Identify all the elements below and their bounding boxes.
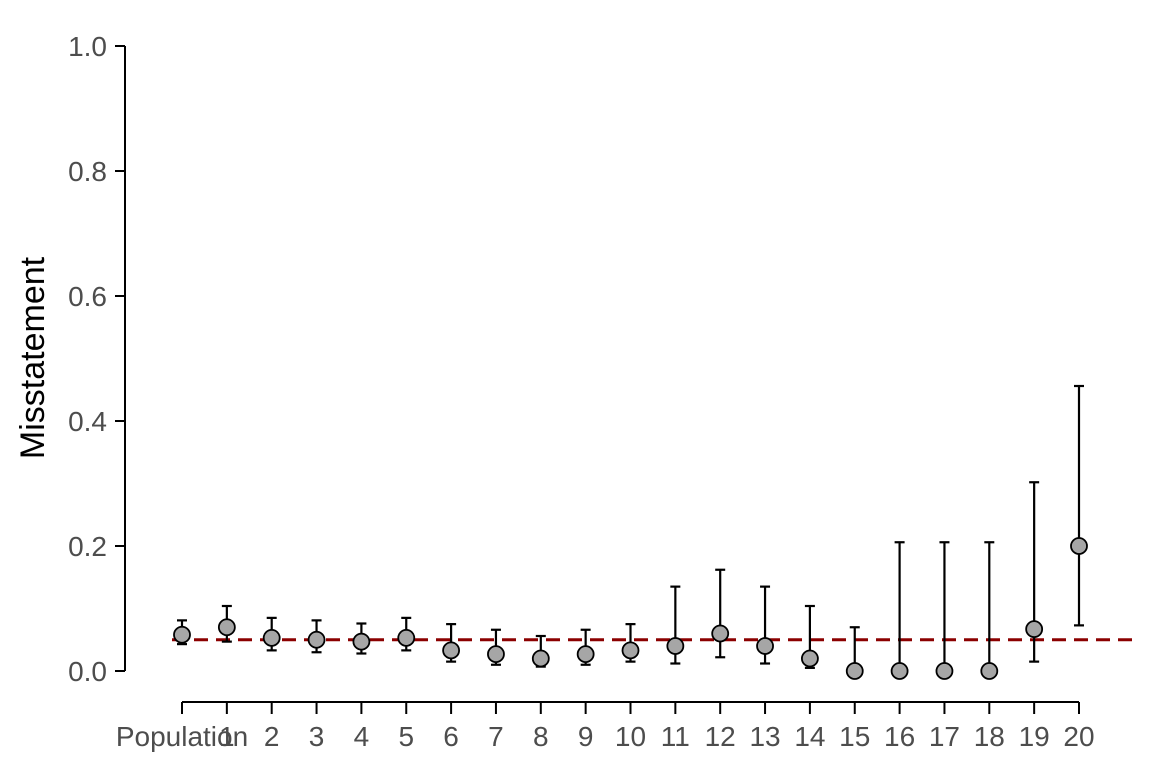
data-point (756, 637, 774, 655)
x-tick-label: 4 (354, 721, 370, 752)
x-tick-label: 17 (929, 721, 960, 752)
data-point (173, 625, 191, 644)
data-point (307, 630, 326, 649)
x-tick-label: 16 (884, 721, 915, 752)
error-bars (177, 384, 1084, 673)
y-tick-label: 0.4 (68, 406, 107, 437)
data-point (845, 662, 864, 680)
data-point (217, 618, 236, 637)
data-point (487, 645, 505, 664)
y-tick-label: 0.2 (68, 531, 107, 562)
data-point (621, 641, 640, 660)
y-axis: 0.0 0.2 0.4 0.6 0.8 1.0 (68, 31, 126, 687)
x-tick-label: 5 (398, 721, 414, 752)
x-tick-label: 2 (264, 721, 280, 752)
data-point (711, 624, 730, 643)
y-axis-title: Misstatement (14, 256, 52, 459)
x-tick-label: 8 (533, 721, 549, 752)
x-tick-label: 15 (839, 721, 870, 752)
y-tick-label: 0.0 (68, 656, 107, 687)
x-tick-label: 1 (219, 721, 235, 752)
x-tick-label: 11 (661, 721, 690, 752)
x-tick-label: 12 (705, 721, 736, 752)
data-point (666, 637, 685, 655)
x-tick-label: 14 (794, 721, 825, 752)
data-point (262, 628, 281, 647)
y-tick-label: 1.0 (68, 31, 107, 62)
x-tick-label: 7 (488, 721, 504, 752)
data-point (801, 649, 819, 668)
x-tick-label: 9 (578, 721, 594, 752)
x-tick-label: 18 (974, 721, 1005, 752)
data-point (1070, 537, 1088, 555)
data-point (890, 662, 909, 680)
data-point (352, 632, 371, 651)
x-tick-label: 3 (309, 721, 325, 752)
y-tick-label: 0.8 (68, 156, 107, 187)
x-tick-label: Population (116, 721, 248, 752)
x-tick-label: 13 (749, 721, 780, 752)
data-point (576, 645, 595, 664)
data-point (531, 649, 550, 668)
x-tick-label: 20 (1063, 721, 1094, 752)
x-tick-label: 19 (1019, 721, 1050, 752)
data-point (1025, 620, 1044, 639)
y-tick-label: 0.6 (68, 281, 107, 312)
data-points (173, 537, 1088, 680)
data-point (397, 628, 416, 647)
data-point (935, 662, 954, 680)
data-point (442, 641, 461, 660)
data-point (980, 662, 999, 680)
x-tick-label: 6 (443, 721, 459, 752)
x-tick-label: 10 (615, 721, 646, 752)
